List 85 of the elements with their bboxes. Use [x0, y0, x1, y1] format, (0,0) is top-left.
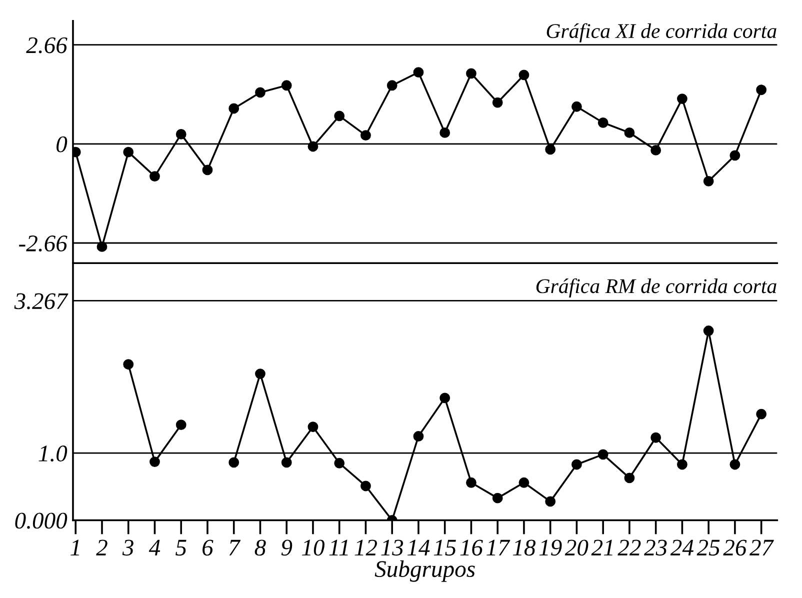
point [360, 130, 371, 141]
point [176, 128, 186, 140]
x-tick-label: 27 [750, 540, 774, 556]
x-tick-label: 7 [229, 540, 241, 556]
point [150, 171, 160, 182]
x-tick-label: 2 [96, 540, 108, 556]
point [150, 456, 160, 468]
point [308, 141, 318, 152]
x-tick-label: 4 [148, 540, 160, 556]
point [650, 432, 662, 443]
point [281, 457, 292, 468]
x-tick-label: 11 [329, 540, 348, 556]
point [703, 176, 714, 186]
y-tick-label: 0 [56, 136, 68, 152]
point [676, 94, 688, 104]
x-tick-label: 16 [460, 540, 483, 556]
x-tick-label: 18 [512, 540, 536, 556]
y-tick-label: 0.000 [15, 512, 68, 529]
x-tick-label: 24 [670, 540, 694, 556]
point [492, 97, 503, 108]
point [386, 80, 398, 91]
y-tick-label: 1.0 [38, 446, 68, 462]
point [413, 431, 424, 442]
x-tick-label: 17 [486, 540, 510, 556]
point [466, 477, 476, 488]
point [571, 101, 582, 112]
point [756, 408, 767, 420]
point [440, 128, 450, 138]
x-tick-label: 8 [254, 540, 266, 556]
x-tick-label: 19 [539, 540, 562, 556]
y-tick-label: -2.66 [19, 236, 68, 252]
point [255, 368, 266, 379]
x-tick-label: 3 [122, 540, 134, 556]
point [228, 103, 240, 114]
point [492, 492, 503, 504]
point [228, 457, 240, 468]
point [730, 459, 740, 470]
point [650, 145, 662, 156]
point [334, 110, 345, 122]
x-tick-label: 14 [408, 540, 430, 556]
text: Gráfica RM de corrida corta [536, 278, 776, 298]
x-tick-label: 10 [302, 540, 324, 556]
x-tick-label: 13 [381, 540, 404, 556]
point [202, 164, 213, 176]
point [123, 359, 134, 370]
point [255, 87, 266, 98]
point [334, 458, 345, 468]
y-tick-label: 2.66 [26, 37, 68, 54]
x-tick-label: 21 [591, 540, 612, 556]
point [624, 128, 635, 138]
point [598, 449, 608, 460]
point [598, 117, 608, 128]
point [518, 477, 530, 488]
point [308, 422, 318, 432]
x-tick-label: 5 [176, 540, 186, 556]
point [96, 242, 108, 252]
point [624, 472, 635, 484]
x-tick-label: 15 [434, 540, 456, 556]
point [676, 459, 688, 470]
x-tick-label: 23 [644, 540, 667, 556]
y-tick-label: 3.267 [14, 293, 68, 310]
x-tick-label: 6 [202, 540, 214, 556]
point [703, 326, 714, 336]
chart-title: Gráfica XI de corrida corta [546, 23, 776, 42]
x-tick-label: 22 [618, 540, 641, 556]
point [756, 84, 767, 96]
point [518, 70, 530, 80]
point [545, 144, 556, 155]
x-tick-label: 25 [696, 540, 720, 556]
point [466, 68, 476, 79]
point [730, 150, 740, 161]
point [571, 459, 582, 470]
x-tick-label: 12 [354, 540, 378, 556]
point [413, 67, 424, 78]
point [281, 80, 292, 91]
point [545, 496, 556, 507]
x-tick-label: 26 [723, 540, 747, 556]
x-tick-label: 20 [564, 540, 588, 556]
point [440, 392, 450, 404]
x-tick-label: 1 [70, 540, 79, 556]
x-axis-title: Subgrupos [374, 560, 475, 582]
point [123, 146, 134, 158]
point [360, 480, 371, 492]
x-tick-label: 9 [281, 540, 292, 556]
point [176, 420, 186, 430]
